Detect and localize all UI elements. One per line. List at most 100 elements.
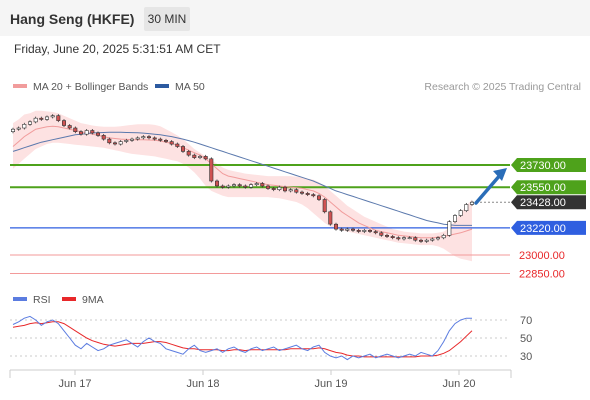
x-tick-label: Jun 19 xyxy=(314,378,347,390)
candle-body xyxy=(441,235,446,239)
candle-body xyxy=(101,135,106,140)
candle-body xyxy=(447,221,452,236)
candle-body xyxy=(158,138,163,141)
legend-9ma-label: 9MA xyxy=(82,294,104,306)
candle-body xyxy=(113,142,118,145)
candle-body xyxy=(130,138,135,141)
candle-body xyxy=(135,137,140,140)
candle-body xyxy=(50,115,55,118)
candle-body xyxy=(61,120,66,126)
legend-ma50-swatch xyxy=(155,84,169,88)
candle-body xyxy=(333,223,338,230)
candle-body xyxy=(33,117,38,123)
candle-body xyxy=(430,238,435,241)
legend-rsi-label: RSI xyxy=(33,294,51,306)
candle-body xyxy=(84,130,89,135)
x-tick-label: Jun 17 xyxy=(58,378,91,390)
timestamp: Friday, June 20, 2025 5:31:51 AM CET xyxy=(14,42,221,56)
candle-body xyxy=(16,127,21,130)
candle-body xyxy=(175,143,180,147)
rsi-tick-70: 70 xyxy=(520,315,532,327)
candle-body xyxy=(282,186,287,192)
candle-body xyxy=(384,235,389,237)
legend-ma50-label: MA 50 xyxy=(175,81,205,93)
level-label-1: 23550.00 xyxy=(520,182,566,194)
candle-body xyxy=(90,130,95,134)
candle-body xyxy=(265,185,270,189)
candle-body xyxy=(254,183,259,186)
candle-body xyxy=(186,151,191,156)
rsi-line xyxy=(12,315,472,361)
candle-body xyxy=(350,228,355,231)
candle-body xyxy=(401,237,406,240)
candle-body xyxy=(435,237,440,240)
legend-9ma-swatch xyxy=(62,297,76,301)
timeframe-button[interactable]: 30 MIN xyxy=(144,7,190,31)
candle-body xyxy=(198,156,203,158)
candle-body xyxy=(237,184,242,187)
credit-text: Research © 2025 Trading Central xyxy=(424,81,581,93)
candle-body xyxy=(407,237,412,239)
candle-body xyxy=(243,185,248,188)
bollinger-band xyxy=(13,110,472,262)
target-arrow-shaft xyxy=(474,172,503,205)
candle-body xyxy=(316,195,321,200)
candle-body xyxy=(181,146,186,152)
level-tag-1 xyxy=(511,180,586,195)
candle-body xyxy=(27,121,32,125)
candle-body xyxy=(141,136,146,139)
candle-body xyxy=(418,239,423,242)
candle-body xyxy=(396,237,401,240)
legend-rsi-swatch xyxy=(13,297,27,301)
price-plot: 23730.00 23550.00 23428.00 23220.00 23000.00… xyxy=(10,110,586,280)
candle-body xyxy=(209,158,214,182)
header-band xyxy=(0,0,590,36)
candle-body xyxy=(271,188,276,190)
candle-body xyxy=(79,131,84,135)
candle-body xyxy=(362,230,367,232)
candle-body xyxy=(356,230,361,232)
candle-body xyxy=(424,239,429,242)
candle-body xyxy=(96,132,101,136)
candle-body xyxy=(203,156,208,160)
candle-body xyxy=(124,140,129,142)
x-tick-label: Jun 18 xyxy=(186,378,219,390)
candle-body xyxy=(299,191,304,194)
candle-body xyxy=(118,141,123,145)
candle-body xyxy=(169,141,174,145)
level-tag-0 xyxy=(511,158,586,172)
candle-body xyxy=(73,127,78,133)
candle-body xyxy=(373,231,378,234)
candle-body xyxy=(220,185,225,188)
candle-body xyxy=(11,128,16,132)
candle-body xyxy=(226,185,231,188)
candle-body xyxy=(328,211,333,225)
candle-body xyxy=(469,201,474,205)
candle-body xyxy=(107,138,112,144)
legend-ma20-swatch xyxy=(13,84,27,88)
candle-body xyxy=(322,199,327,213)
legend-ma20-label: MA 20 + Bollinger Bands xyxy=(33,81,148,93)
candle-body xyxy=(44,116,49,120)
candle-body xyxy=(152,137,157,140)
level-tag-2 xyxy=(511,195,586,210)
level-label-5: 22850.00 xyxy=(519,268,565,280)
candle-body xyxy=(367,230,372,232)
candle-body xyxy=(22,124,27,129)
candle-body xyxy=(311,194,316,197)
candle-body xyxy=(39,117,44,120)
x-tick-label: Jun 20 xyxy=(442,378,475,390)
rsi-tick-30: 30 xyxy=(520,351,532,363)
candle-body xyxy=(339,228,344,231)
candle-body xyxy=(452,215,457,222)
candle-body xyxy=(67,125,72,129)
candle-body xyxy=(260,183,265,187)
candle-body xyxy=(215,180,220,187)
level-label-2: 23428.00 xyxy=(520,197,566,209)
level-label-0: 23730.00 xyxy=(520,160,566,172)
candle-body xyxy=(249,184,254,188)
candle-body xyxy=(345,228,350,231)
candle-body xyxy=(164,140,169,142)
target-arrow-head xyxy=(493,168,507,181)
